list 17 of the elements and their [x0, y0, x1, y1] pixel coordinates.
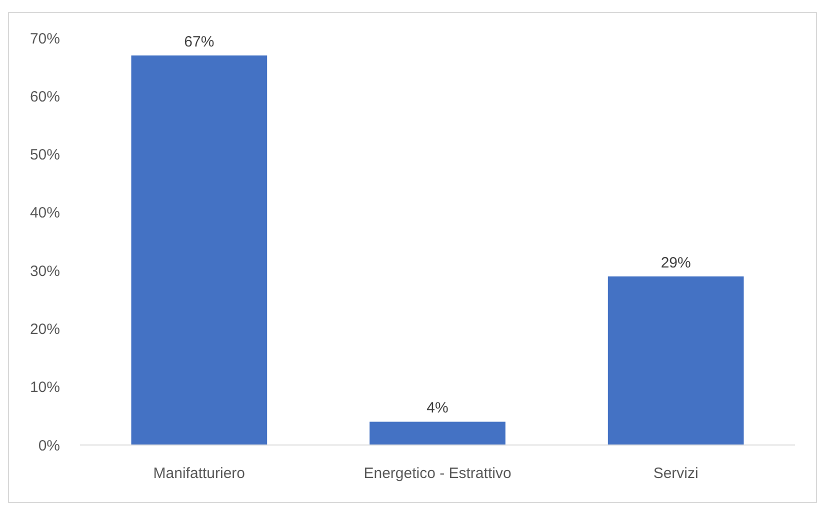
x-tick-label: Servizi: [653, 465, 698, 482]
y-tick-label: 70%: [30, 30, 60, 48]
y-tick-label: 20%: [30, 320, 60, 338]
data-label: 4%: [426, 400, 448, 417]
bar: [608, 276, 744, 445]
y-tick-label: 50%: [30, 146, 60, 164]
bar: [370, 422, 506, 445]
x-tick-label: Manifatturiero: [153, 465, 246, 482]
data-label: 29%: [660, 254, 691, 272]
y-tick-label: 60%: [30, 88, 60, 106]
x-tick-label: Energetico - Estrattivo: [364, 465, 512, 482]
bar: [131, 55, 268, 445]
y-tick-label: 40%: [30, 204, 60, 222]
y-tick-label: 10%: [30, 379, 60, 396]
y-tick-label: 30%: [30, 262, 60, 280]
data-label: 67%: [184, 33, 214, 50]
y-tick-label: 0%: [38, 437, 60, 454]
